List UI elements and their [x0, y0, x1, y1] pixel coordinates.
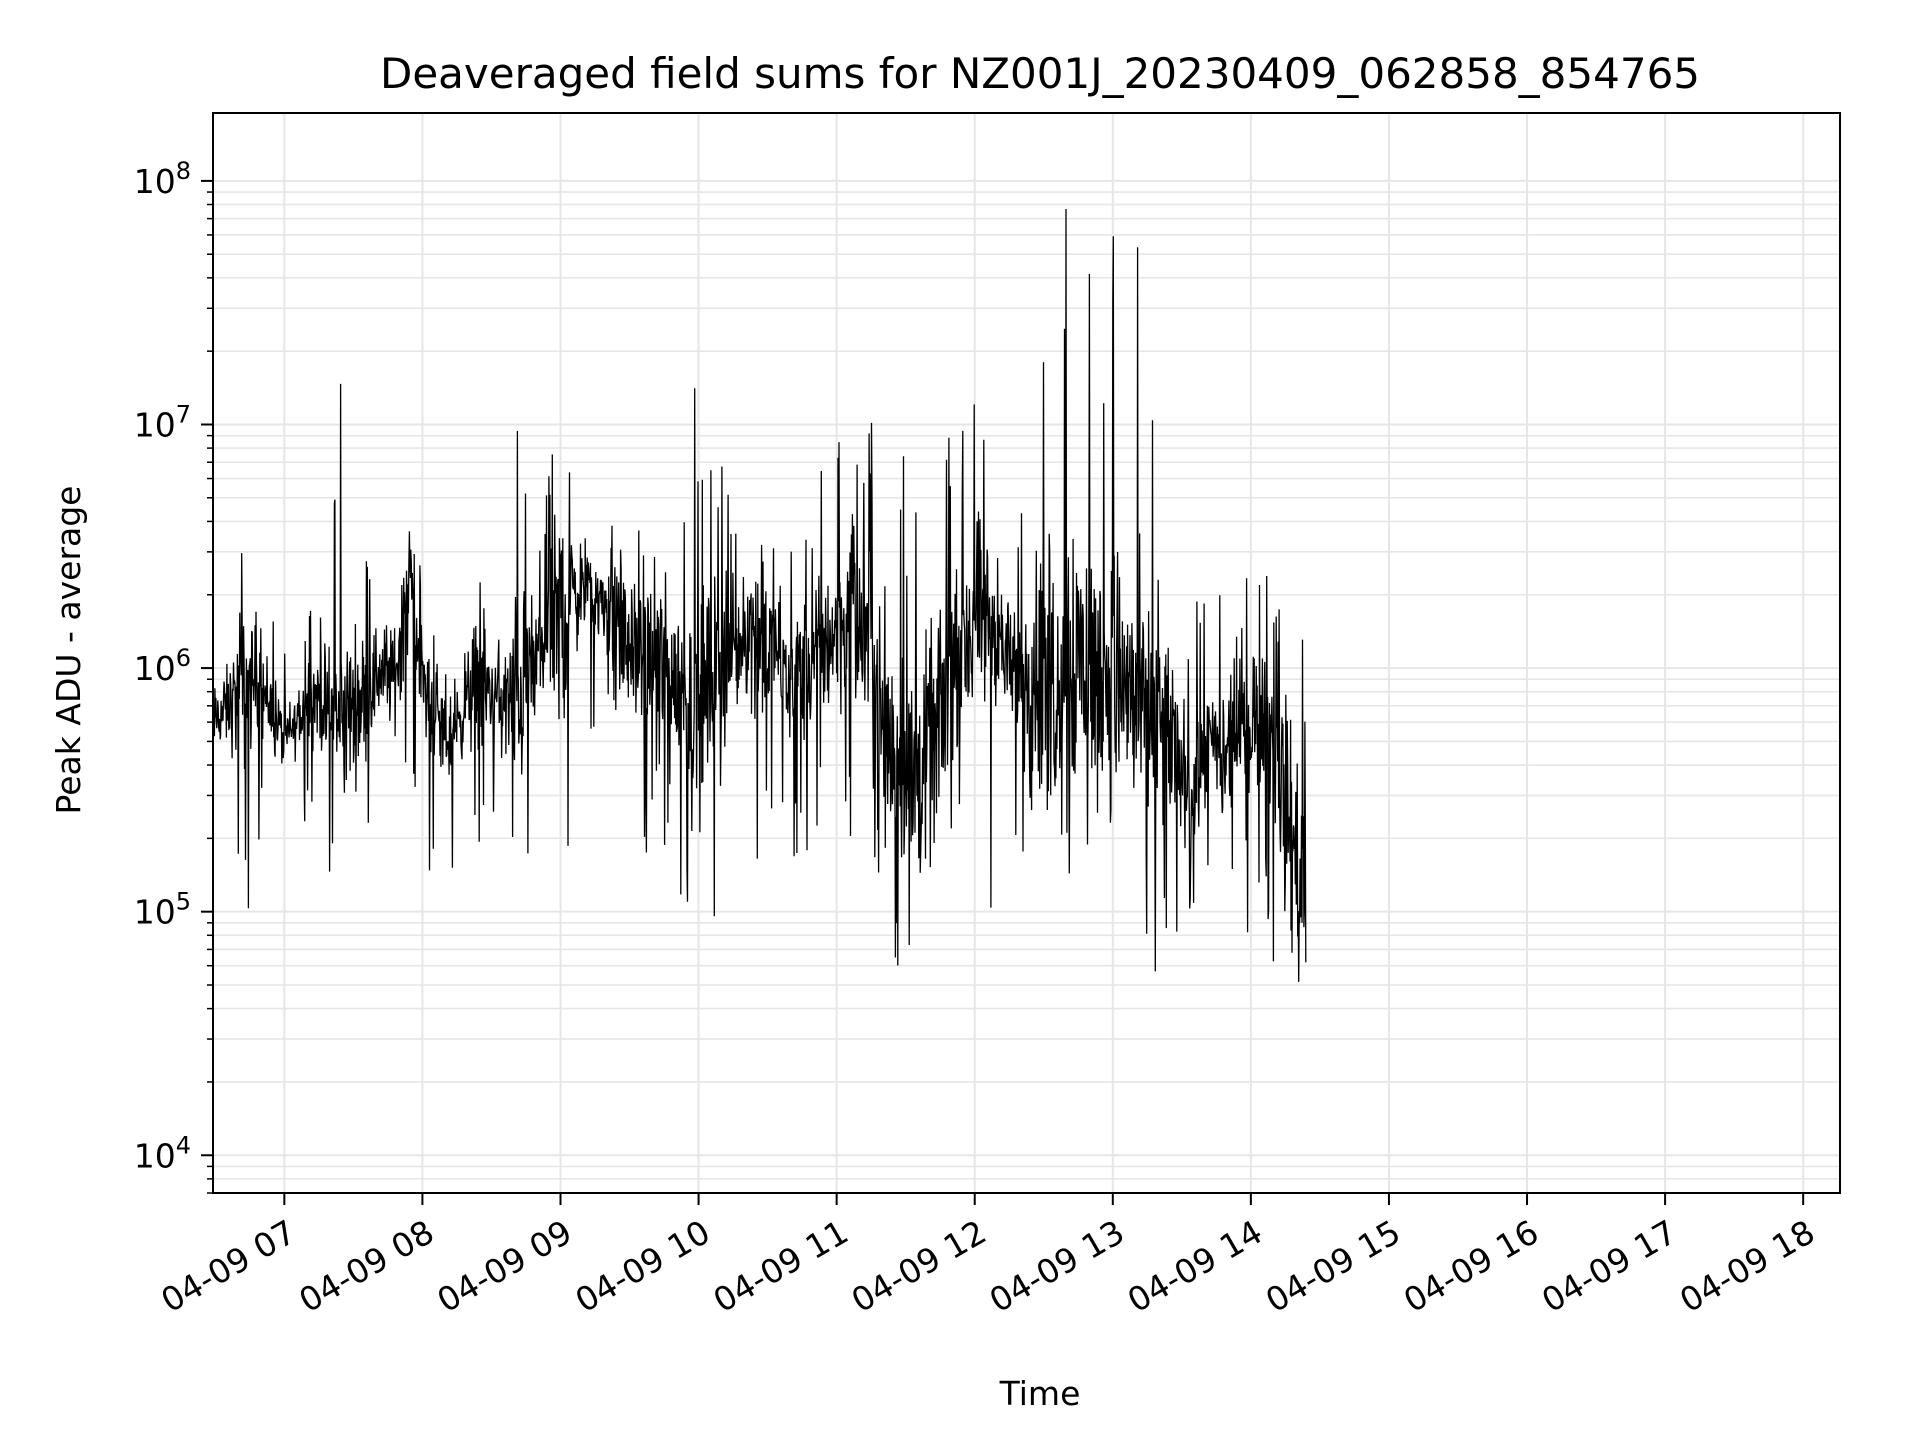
- y-tick-label: 104: [134, 1131, 191, 1175]
- plot-frame: [212, 112, 1841, 1194]
- series-line: [213, 208, 1307, 982]
- x-axis-label: Time: [999, 1374, 1081, 1413]
- y-axis-label: Peak ADU - average: [49, 486, 88, 815]
- y-tick-label: 108: [134, 157, 191, 201]
- chart-title: Deaveraged field sums for NZ001J_2023040…: [380, 49, 1700, 98]
- plot-area: [213, 208, 1307, 982]
- y-tick-label: 106: [134, 644, 191, 688]
- y-axis: 104 105 106 107 108: [134, 157, 213, 1194]
- y-tick-label: 105: [134, 888, 191, 932]
- y-tick-label: 107: [134, 400, 191, 444]
